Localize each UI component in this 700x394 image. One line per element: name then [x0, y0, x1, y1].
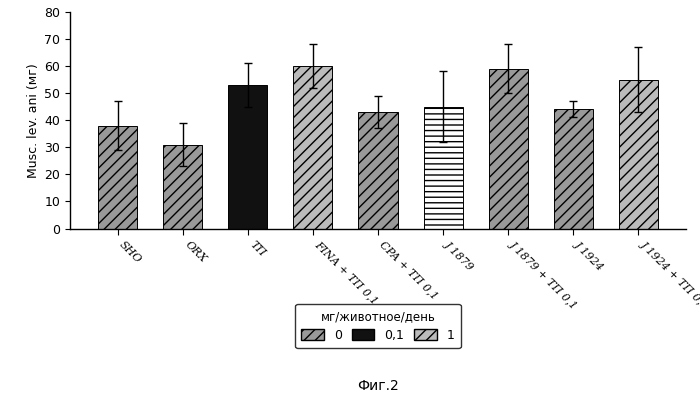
Bar [98, 126, 137, 229]
Bar [424, 107, 463, 229]
Y-axis label: Musc. lev. ani (мг): Musc. lev. ani (мг) [27, 63, 40, 178]
Bar [554, 110, 593, 229]
Bar [489, 69, 528, 229]
Bar [293, 66, 332, 229]
Bar [358, 112, 398, 229]
Bar [163, 145, 202, 229]
Bar [619, 80, 658, 229]
Bar [228, 85, 267, 229]
Text: Фиг.2: Фиг.2 [357, 379, 399, 393]
Legend: 0, 0,1, 1: 0, 0,1, 1 [295, 304, 461, 348]
